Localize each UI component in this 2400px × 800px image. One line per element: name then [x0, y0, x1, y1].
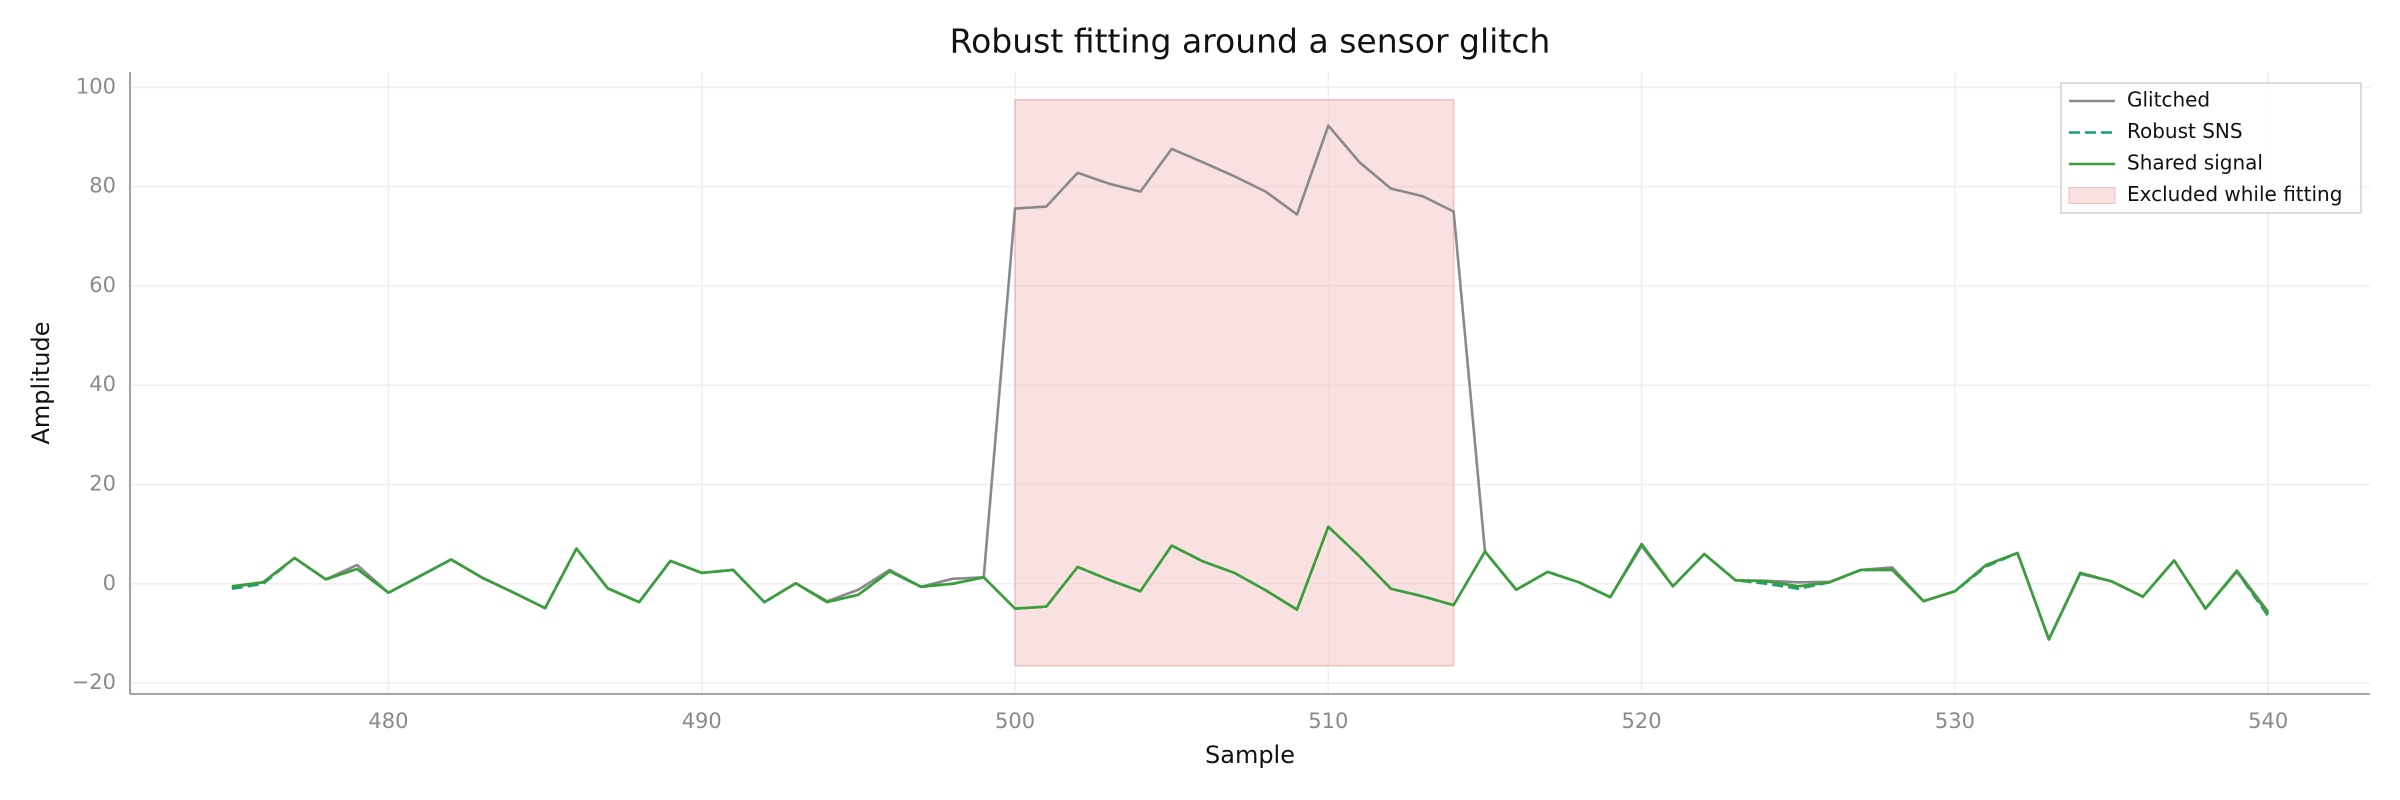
- legend-label: Excluded while fitting: [2127, 182, 2342, 206]
- x-axis-label: Sample: [1205, 741, 1295, 769]
- legend-swatch: [2068, 187, 2116, 204]
- x-tick-label: 500: [995, 709, 1035, 733]
- x-tick-label: 540: [2248, 709, 2288, 733]
- x-tick-label: 530: [1935, 709, 1975, 733]
- series-line: [231, 525, 2270, 641]
- legend-label: Shared signal: [2127, 151, 2263, 175]
- x-tick-label: 480: [368, 709, 408, 733]
- y-tick-label: −20: [72, 670, 116, 694]
- legend-label: Robust SNS: [2127, 119, 2243, 143]
- y-axis-label: Amplitude: [27, 322, 55, 445]
- y-tick-label: 80: [89, 174, 116, 198]
- y-tick-label: 0: [103, 571, 116, 595]
- y-tick-label: 20: [89, 472, 116, 496]
- y-tick-label: 60: [89, 273, 116, 297]
- chart-title: Robust fitting around a sensor glitch: [950, 22, 1551, 61]
- x-tick-label: 520: [1622, 709, 1662, 733]
- x-tick-label: 510: [1308, 709, 1348, 733]
- legend-label: Glitched: [2127, 88, 2210, 112]
- y-tick-label: 100: [76, 74, 116, 98]
- x-tick-label: 490: [682, 709, 722, 733]
- y-tick-label: 40: [89, 372, 116, 396]
